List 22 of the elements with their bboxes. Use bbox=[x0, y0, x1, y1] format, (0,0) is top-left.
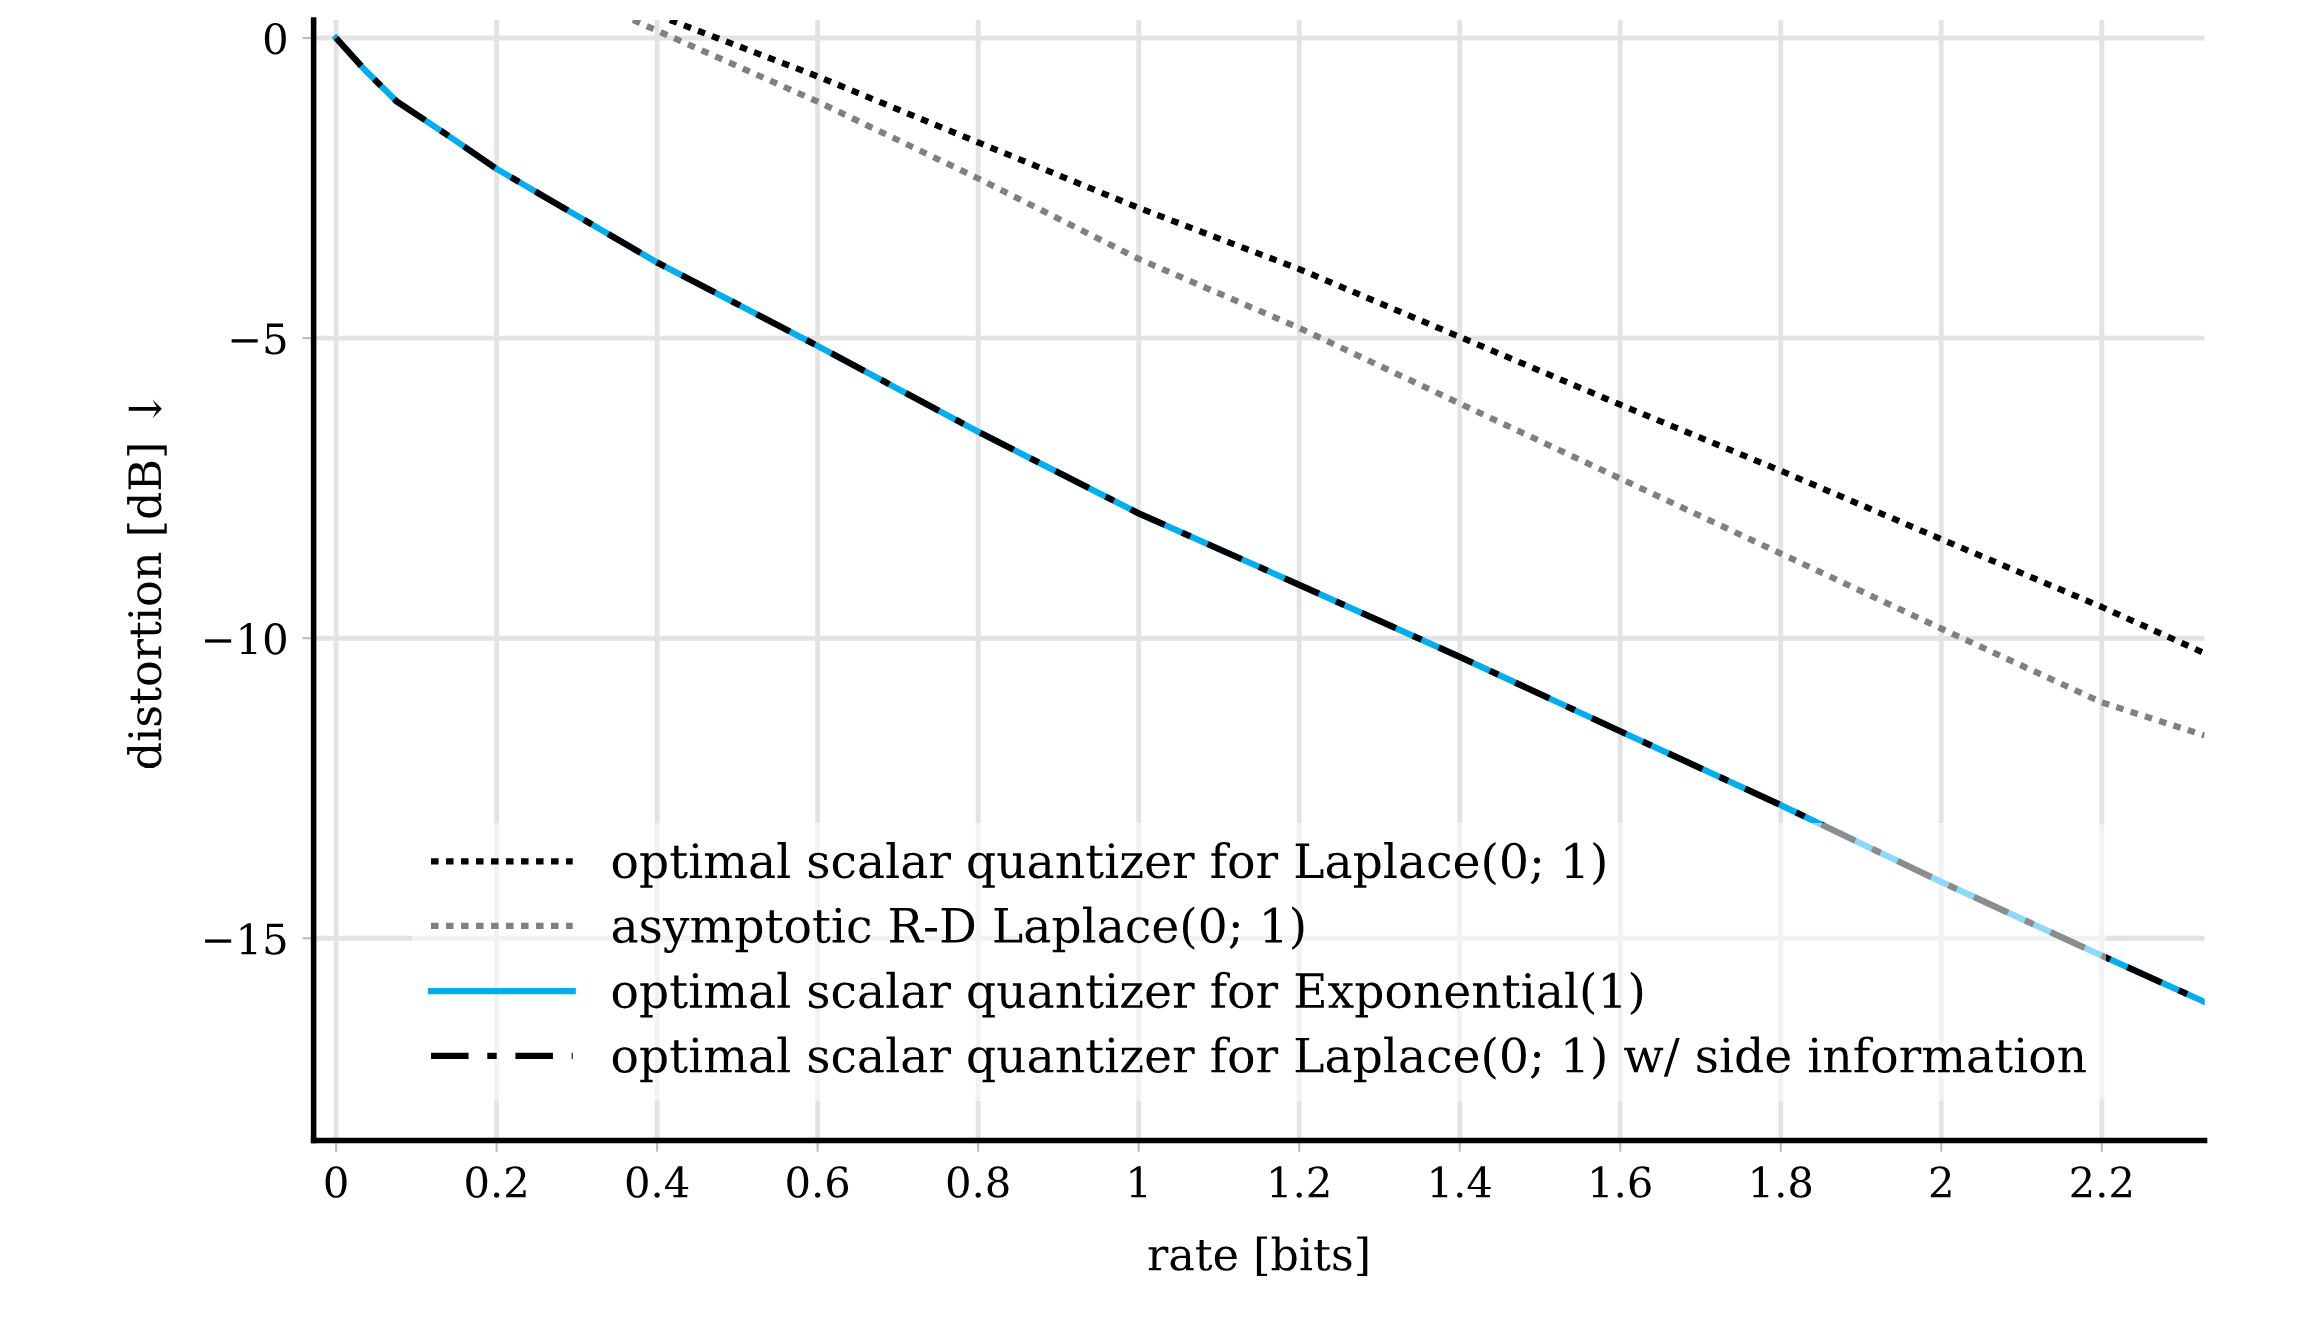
x-tick-label: 0 bbox=[325, 1166, 347, 1198]
x-tick-label: 1.8 bbox=[1752, 1166, 1812, 1198]
x-tick-label: 1.4 bbox=[1431, 1166, 1491, 1198]
y-axis-title: distortion [dB] ↓ bbox=[127, 399, 167, 769]
x-tick-label: 0.2 bbox=[466, 1166, 526, 1198]
x-tick-label: 0.4 bbox=[626, 1166, 689, 1198]
x-tick-label: 1 bbox=[1130, 1166, 1147, 1198]
y-tick-label: −5 bbox=[231, 323, 286, 355]
x-tick-label: 2.2 bbox=[2071, 1166, 2131, 1198]
legend-label: optimal scalar quantizer for Exponential(1) bbox=[612, 971, 1643, 1018]
legend-label: optimal scalar quantizer for Laplace(0; 1) bbox=[612, 841, 1605, 888]
legend-label: asymptotic R-D Laplace(0; 1) bbox=[612, 906, 1304, 953]
x-tick-label: 0.8 bbox=[947, 1166, 1009, 1198]
x-tick-label: 2 bbox=[1930, 1166, 1951, 1198]
x-tick-label: 0.6 bbox=[787, 1166, 849, 1198]
x-axis-title: rate [bits] bbox=[1148, 1236, 1368, 1277]
x-tick-label: 1.2 bbox=[1271, 1166, 1329, 1198]
x-tick-label: 1.6 bbox=[1592, 1166, 1651, 1198]
y-tick-label: −15 bbox=[205, 923, 286, 955]
y-tick-label: −10 bbox=[205, 623, 286, 655]
y-tick-label: 0 bbox=[264, 22, 286, 55]
legend-label: optimal scalar quantizer for Laplace(0; 1) w/ side information bbox=[612, 1036, 2086, 1083]
